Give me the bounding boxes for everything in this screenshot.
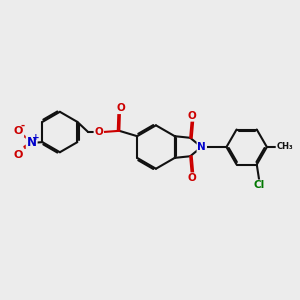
Text: O: O bbox=[116, 103, 125, 113]
Text: N: N bbox=[27, 136, 37, 149]
Text: O: O bbox=[14, 150, 23, 160]
Text: O: O bbox=[94, 127, 103, 137]
Text: O: O bbox=[188, 111, 196, 121]
Text: O: O bbox=[188, 173, 196, 183]
Text: Cl: Cl bbox=[254, 180, 265, 190]
Text: -: - bbox=[20, 121, 24, 131]
Text: +: + bbox=[32, 133, 40, 142]
Text: N: N bbox=[197, 142, 206, 152]
Text: O: O bbox=[14, 126, 23, 136]
Text: CH₃: CH₃ bbox=[276, 142, 293, 151]
